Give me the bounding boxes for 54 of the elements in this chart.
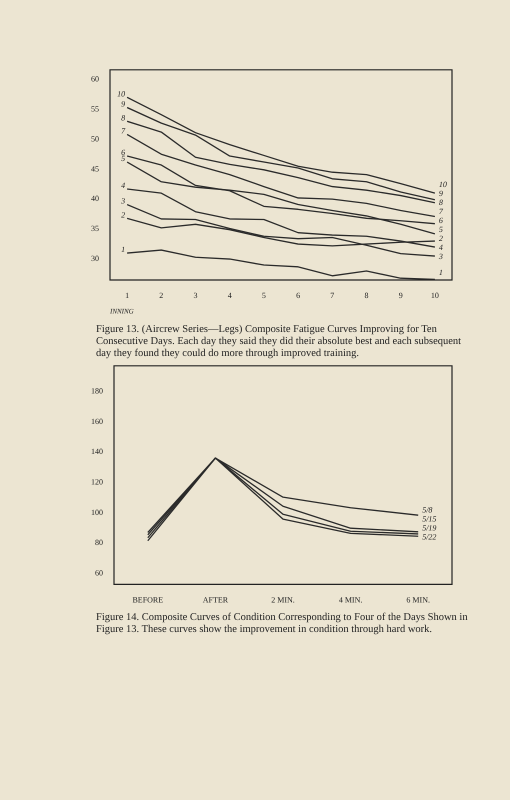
series-label: 4 [121,181,126,190]
x-tick-label: 1 [125,290,130,300]
x-tick-label: 4 MIN. [338,595,362,604]
y-tick-label: 100 [91,508,103,517]
y-tick-label: 180 [91,386,103,396]
y-tick-label: 80 [95,538,103,548]
series-label: 3 [120,196,126,206]
x-tick-label: 5 [262,290,266,300]
series-label: 7 [121,126,126,136]
x-tick-label: 9 [398,290,403,300]
y-tick-label: 50 [91,134,99,144]
category-label: 6 [438,216,443,226]
y-tick-label: 60 [91,74,99,84]
y-tick-label: 55 [91,104,99,114]
x-tick-label: 3 [194,290,198,300]
y-tick-label: 40 [91,194,99,204]
x-tick-label: 10 [430,290,439,300]
y-tick-label: 35 [91,224,99,234]
series-label: 9 [121,100,126,109]
series-label: 5/15 [422,514,436,524]
category-label: 8 [438,198,443,208]
y-tick-label: 140 [91,447,103,456]
series-label: 10 [117,89,126,98]
category-label: 9 [438,189,443,198]
category-label: 1 [438,268,443,278]
y-tick-label: 45 [91,164,99,174]
x-tick-label: 7 [330,290,334,300]
category-label: 2 [438,234,443,244]
y-tick-label: 160 [91,416,103,426]
x-tick-label: BEFORE [132,595,164,604]
y-tick-label: 60 [95,568,103,578]
x-tick-label: AFTER [202,595,229,604]
x-tick-label: 6 MIN. [406,595,430,604]
category-label: 7 [438,207,443,216]
series-label: 8 [121,113,126,122]
caption: Figure 14. Composite Curves of Condition Corresponding to Four of the Days Shown in Figure 13. These curves show the improvement in condition through hard work. [96,612,468,635]
category-label: 3 [438,252,443,262]
x-tick-label: 2 MIN. [271,595,295,604]
series-label: 5/22 [422,532,436,542]
category-label: 4 [438,243,443,252]
caption: Figure 13. (Aircrew Series—Legs) Composite Fatigue Curves Improving for Ten Consecutive Days. Each day they said they did their absolute best and each subsequent day they found they could do more through improved training. [96,324,462,359]
x-tick-label: 6 [296,290,300,300]
category-label: 5 [438,225,443,234]
series-label: 1 [121,245,126,254]
x-tick-label: 2 [159,290,164,300]
series-label: 5/19 [422,523,436,532]
series-label: 5/8 [422,505,432,514]
x-tick-label: 4 [228,290,232,300]
x-tick-label: 8 [364,290,368,300]
series-label: 2 [121,210,126,220]
category-label: 10 [438,180,447,190]
y-tick-label: 120 [91,478,103,487]
y-tick-label: 30 [91,254,99,264]
series-label: 5 [121,154,126,164]
